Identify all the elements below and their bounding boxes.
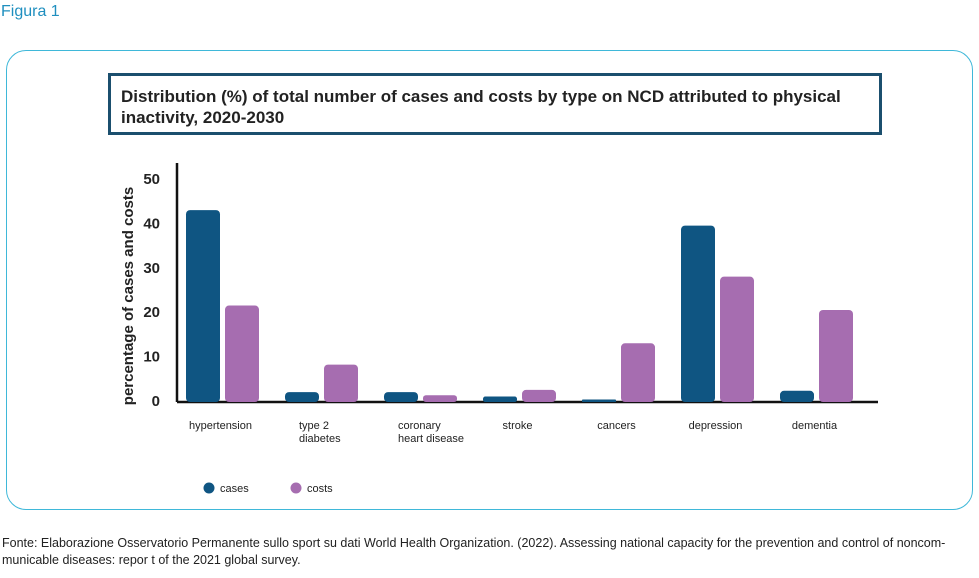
- y-tick-label: 10: [143, 349, 160, 366]
- figure-label: Figura 1: [1, 3, 60, 20]
- y-tick-label: 30: [143, 260, 160, 277]
- bar-costs: [819, 309, 853, 402]
- legend-marker-costs: [290, 482, 302, 494]
- bar-cases: [186, 210, 220, 402]
- bar-costs: [621, 343, 655, 402]
- legend-marker-cases: [203, 482, 215, 494]
- x-tick-label: stroke: [503, 420, 533, 432]
- chart-title: Distribution (%) of total number of case…: [108, 73, 882, 135]
- bar-cases: [384, 392, 418, 402]
- bar-costs: [324, 364, 358, 402]
- source-note-line-2: municable diseases: repor t of the 2021 …: [2, 553, 301, 567]
- bar-cases: [582, 399, 616, 402]
- legend-label-costs: costs: [307, 483, 333, 495]
- x-tick-label: type 2: [299, 420, 329, 432]
- x-tick-label: depression: [689, 420, 743, 432]
- source-note-line-1: Fonte: Elaborazione Osservatorio Permane…: [2, 536, 946, 550]
- y-axis-label: percentage of cases and costs: [120, 187, 137, 405]
- x-tick-label: hypertension: [189, 420, 252, 432]
- bar-costs: [225, 305, 259, 402]
- y-tick-label: 50: [143, 171, 160, 188]
- y-tick-label: 0: [152, 393, 160, 410]
- bar-cases: [780, 390, 814, 402]
- bar-cases: [681, 225, 715, 402]
- legend-label-cases: cases: [220, 483, 249, 495]
- source-note: Fonte: Elaborazione Osservatorio Permane…: [2, 535, 977, 569]
- chart-title-line-2: inactivity, 2020-2030: [121, 108, 285, 127]
- x-tick-label: heart disease: [398, 433, 464, 445]
- bar-cases: [285, 392, 319, 402]
- y-tick-label: 20: [143, 304, 160, 321]
- bar-cases: [483, 396, 517, 402]
- x-tick-label: cancers: [597, 420, 636, 432]
- y-tick-label: 40: [143, 215, 160, 232]
- chart-title-line-1: Distribution (%) of total number of case…: [121, 87, 841, 106]
- x-tick-label: coronary: [398, 420, 441, 432]
- bar-costs: [720, 276, 754, 402]
- x-tick-label: diabetes: [299, 433, 341, 445]
- bar-costs: [423, 395, 457, 402]
- x-tick-label: dementia: [792, 420, 838, 432]
- bar-costs: [522, 389, 556, 402]
